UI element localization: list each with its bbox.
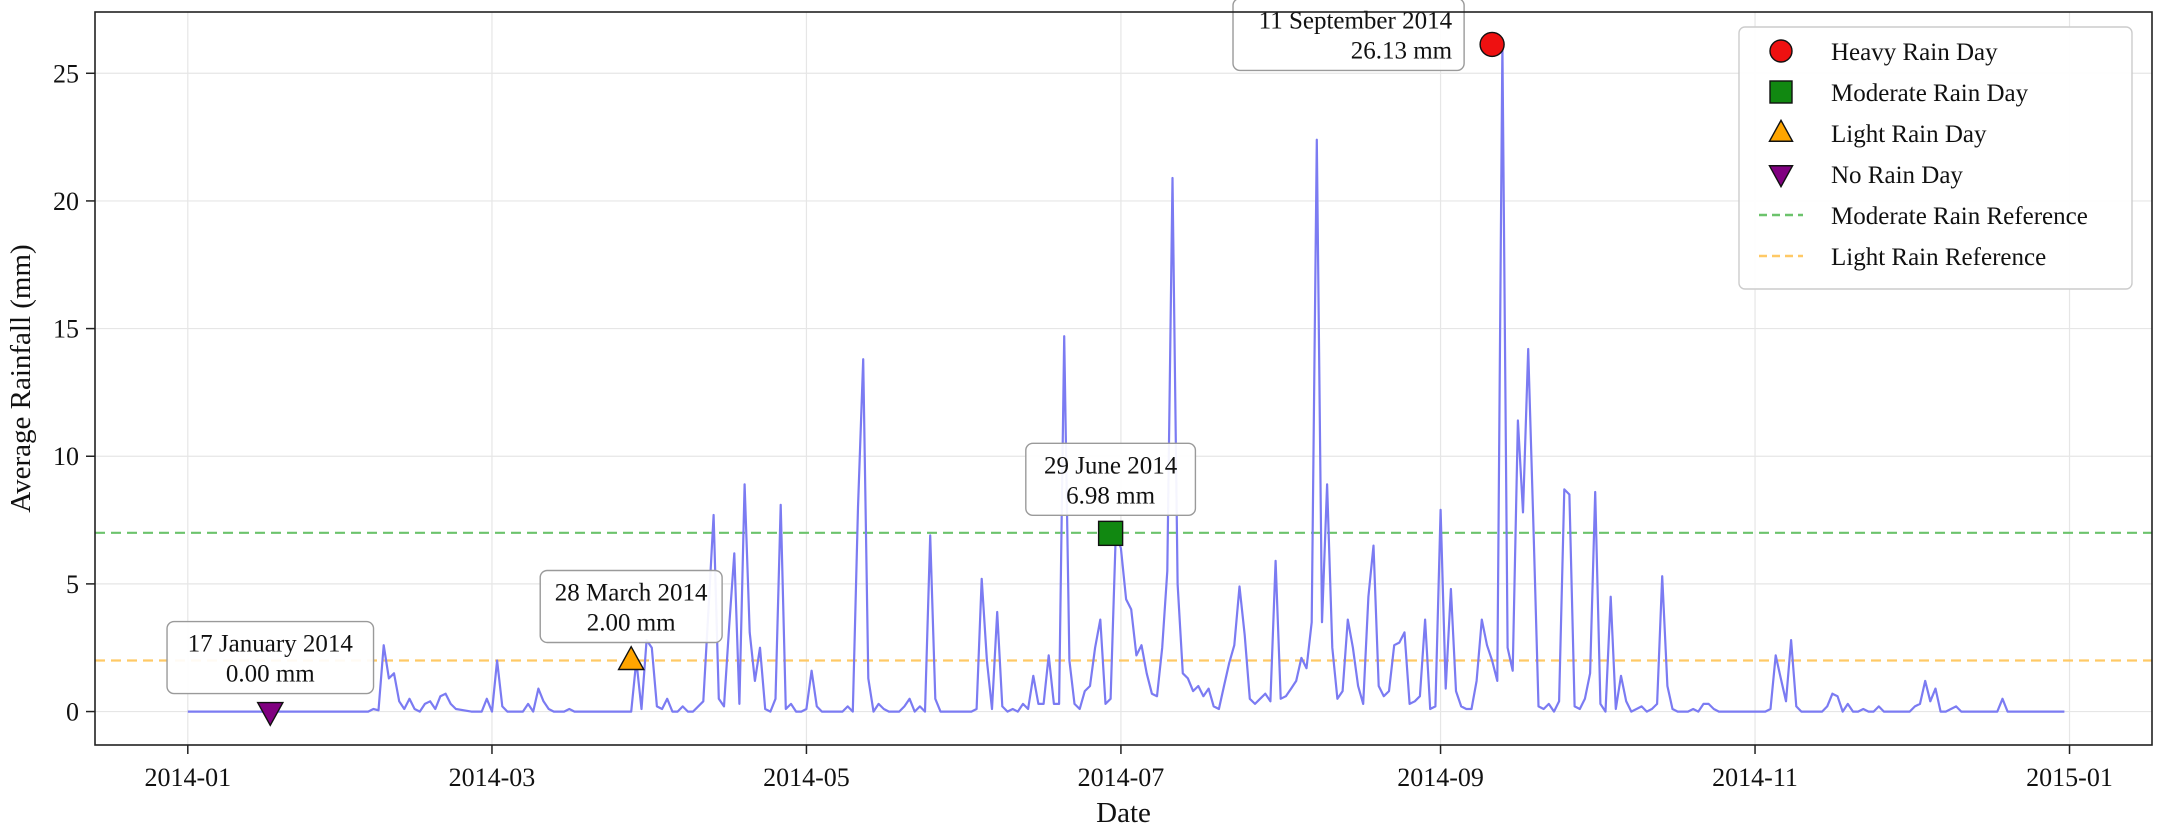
annotation-box-frame [1025, 442, 1197, 517]
highlight-markers [256, 31, 1505, 727]
annotation-value: 2.00 mm [587, 609, 676, 636]
x-tick-label: 2014-01 [144, 763, 231, 792]
x-tick-label: 2014-03 [449, 763, 536, 792]
plot-frame [94, 11, 2153, 746]
legend-label: No Rain Day [1831, 162, 1963, 189]
highlight-marker [617, 645, 645, 671]
y-tick-label: 20 [53, 187, 79, 216]
legend: Heavy Rain Day Moderate Rain Day Light Rai… [1738, 26, 2133, 290]
legend-item: Moderate Rain Day [1769, 80, 2029, 107]
highlight-marker [1479, 31, 1505, 58]
y-axis-label: Average Rainfall (mm) [5, 244, 37, 512]
y-tick-label: 15 [53, 315, 79, 344]
legend-marker [1769, 80, 1793, 104]
y-tick-label: 0 [66, 698, 79, 727]
legend-label: Moderate Rain Reference [1831, 203, 2088, 230]
x-axis-label: Date [1096, 797, 1151, 829]
annotation-box-frame [539, 569, 723, 644]
annotation-box: 29 June 2014 6.98 mm [1025, 442, 1197, 517]
annotation-box: 28 March 2014 2.00 mm [539, 569, 723, 644]
legend-label: Heavy Rain Day [1831, 39, 1998, 66]
axis-ticks: 2014-01 2014-03 2014-05 2014-07 2014-09 2014-… [53, 59, 2113, 792]
highlight-marker [256, 701, 285, 727]
y-tick-label: 25 [53, 59, 79, 88]
y-tick-label: 5 [66, 570, 79, 599]
x-tick-label: 2015-01 [2026, 763, 2113, 792]
highlight-marker [1097, 520, 1124, 547]
series-layer [187, 43, 2065, 713]
annotation-date: 29 June 2014 [1044, 452, 1178, 479]
legend-label: Light Rain Day [1831, 121, 1987, 148]
legend-label: Light Rain Reference [1831, 244, 2046, 271]
legend-item: Light Rain Reference [1759, 244, 2046, 271]
reference-lines [95, 531, 2152, 662]
legend-item: Light Rain Day [1768, 118, 1987, 148]
x-tick-label: 2014-09 [1397, 763, 1484, 792]
x-tick-label: 2014-11 [1712, 763, 1798, 792]
annotation-value: 6.98 mm [1066, 482, 1155, 509]
annotation-date: 28 March 2014 [555, 579, 708, 606]
legend-item: Heavy Rain Day [1769, 39, 1998, 66]
annotation-box-frame [1232, 0, 1465, 72]
legend-item: Moderate Rain Reference [1759, 203, 2088, 230]
x-tick-label: 2014-05 [763, 763, 850, 792]
annotation-value: 26.13 mm [1351, 37, 1453, 64]
legend-label: Moderate Rain Day [1831, 80, 2029, 107]
legend-item: No Rain Day [1768, 162, 1963, 189]
legend-marker [1769, 39, 1793, 63]
annotation-date: 17 January 2014 [188, 631, 354, 658]
annotation-value: 0.00 mm [226, 661, 315, 688]
rainfall-series-line [187, 43, 2065, 713]
y-tick-label: 10 [53, 442, 79, 471]
legend-box [1738, 26, 2133, 290]
annotation-box-frame [166, 620, 375, 695]
annotation-box: 17 January 2014 0.00 mm [166, 620, 375, 695]
x-tick-label: 2014-07 [1078, 763, 1165, 792]
legend-marker [1768, 165, 1794, 189]
legend-marker [1768, 118, 1794, 142]
